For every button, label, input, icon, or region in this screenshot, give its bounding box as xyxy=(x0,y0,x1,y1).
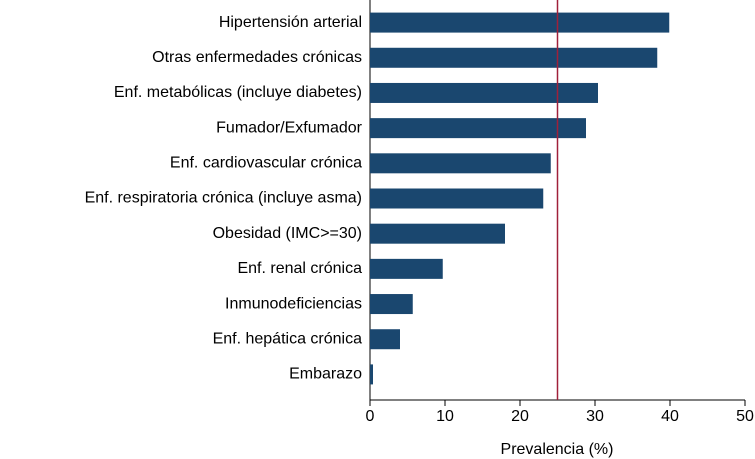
y-tick-label: Otras enfermedades crónicas xyxy=(152,49,362,66)
y-tick-label: Fumador/Exfumador xyxy=(216,119,363,136)
y-tick-label: Enf. respiratoria crónica (incluye asma) xyxy=(85,190,362,207)
bar xyxy=(370,153,551,174)
y-tick-label: Hipertensión arterial xyxy=(219,14,362,31)
x-tick-label: 10 xyxy=(436,408,454,425)
bar xyxy=(370,294,413,315)
bar xyxy=(370,82,598,103)
bar xyxy=(370,12,670,33)
y-tick-label: Enf. hepática crónica xyxy=(213,330,363,347)
x-tick-label: 30 xyxy=(586,408,604,425)
y-tick-label: Obesidad (IMC>=30) xyxy=(213,225,362,242)
x-axis-title: Prevalencia (%) xyxy=(501,441,614,458)
bar xyxy=(370,47,658,68)
bar xyxy=(370,118,586,139)
y-tick-label: Enf. renal crónica xyxy=(237,260,362,277)
bar xyxy=(370,329,400,350)
bar xyxy=(370,258,443,279)
x-tick-label: 20 xyxy=(511,408,529,425)
x-tick-label: 0 xyxy=(366,408,375,425)
x-tick-label: 40 xyxy=(661,408,679,425)
y-tick-label: Inmunodeficiencias xyxy=(225,295,362,312)
bar xyxy=(370,188,544,209)
x-tick-label: 50 xyxy=(736,408,754,425)
y-tick-label: Embarazo xyxy=(289,366,362,383)
y-tick-label: Enf. metabólicas (incluye diabetes) xyxy=(114,84,362,101)
bar xyxy=(370,364,373,385)
bar xyxy=(370,223,505,244)
y-tick-label: Enf. cardiovascular crónica xyxy=(170,155,362,172)
